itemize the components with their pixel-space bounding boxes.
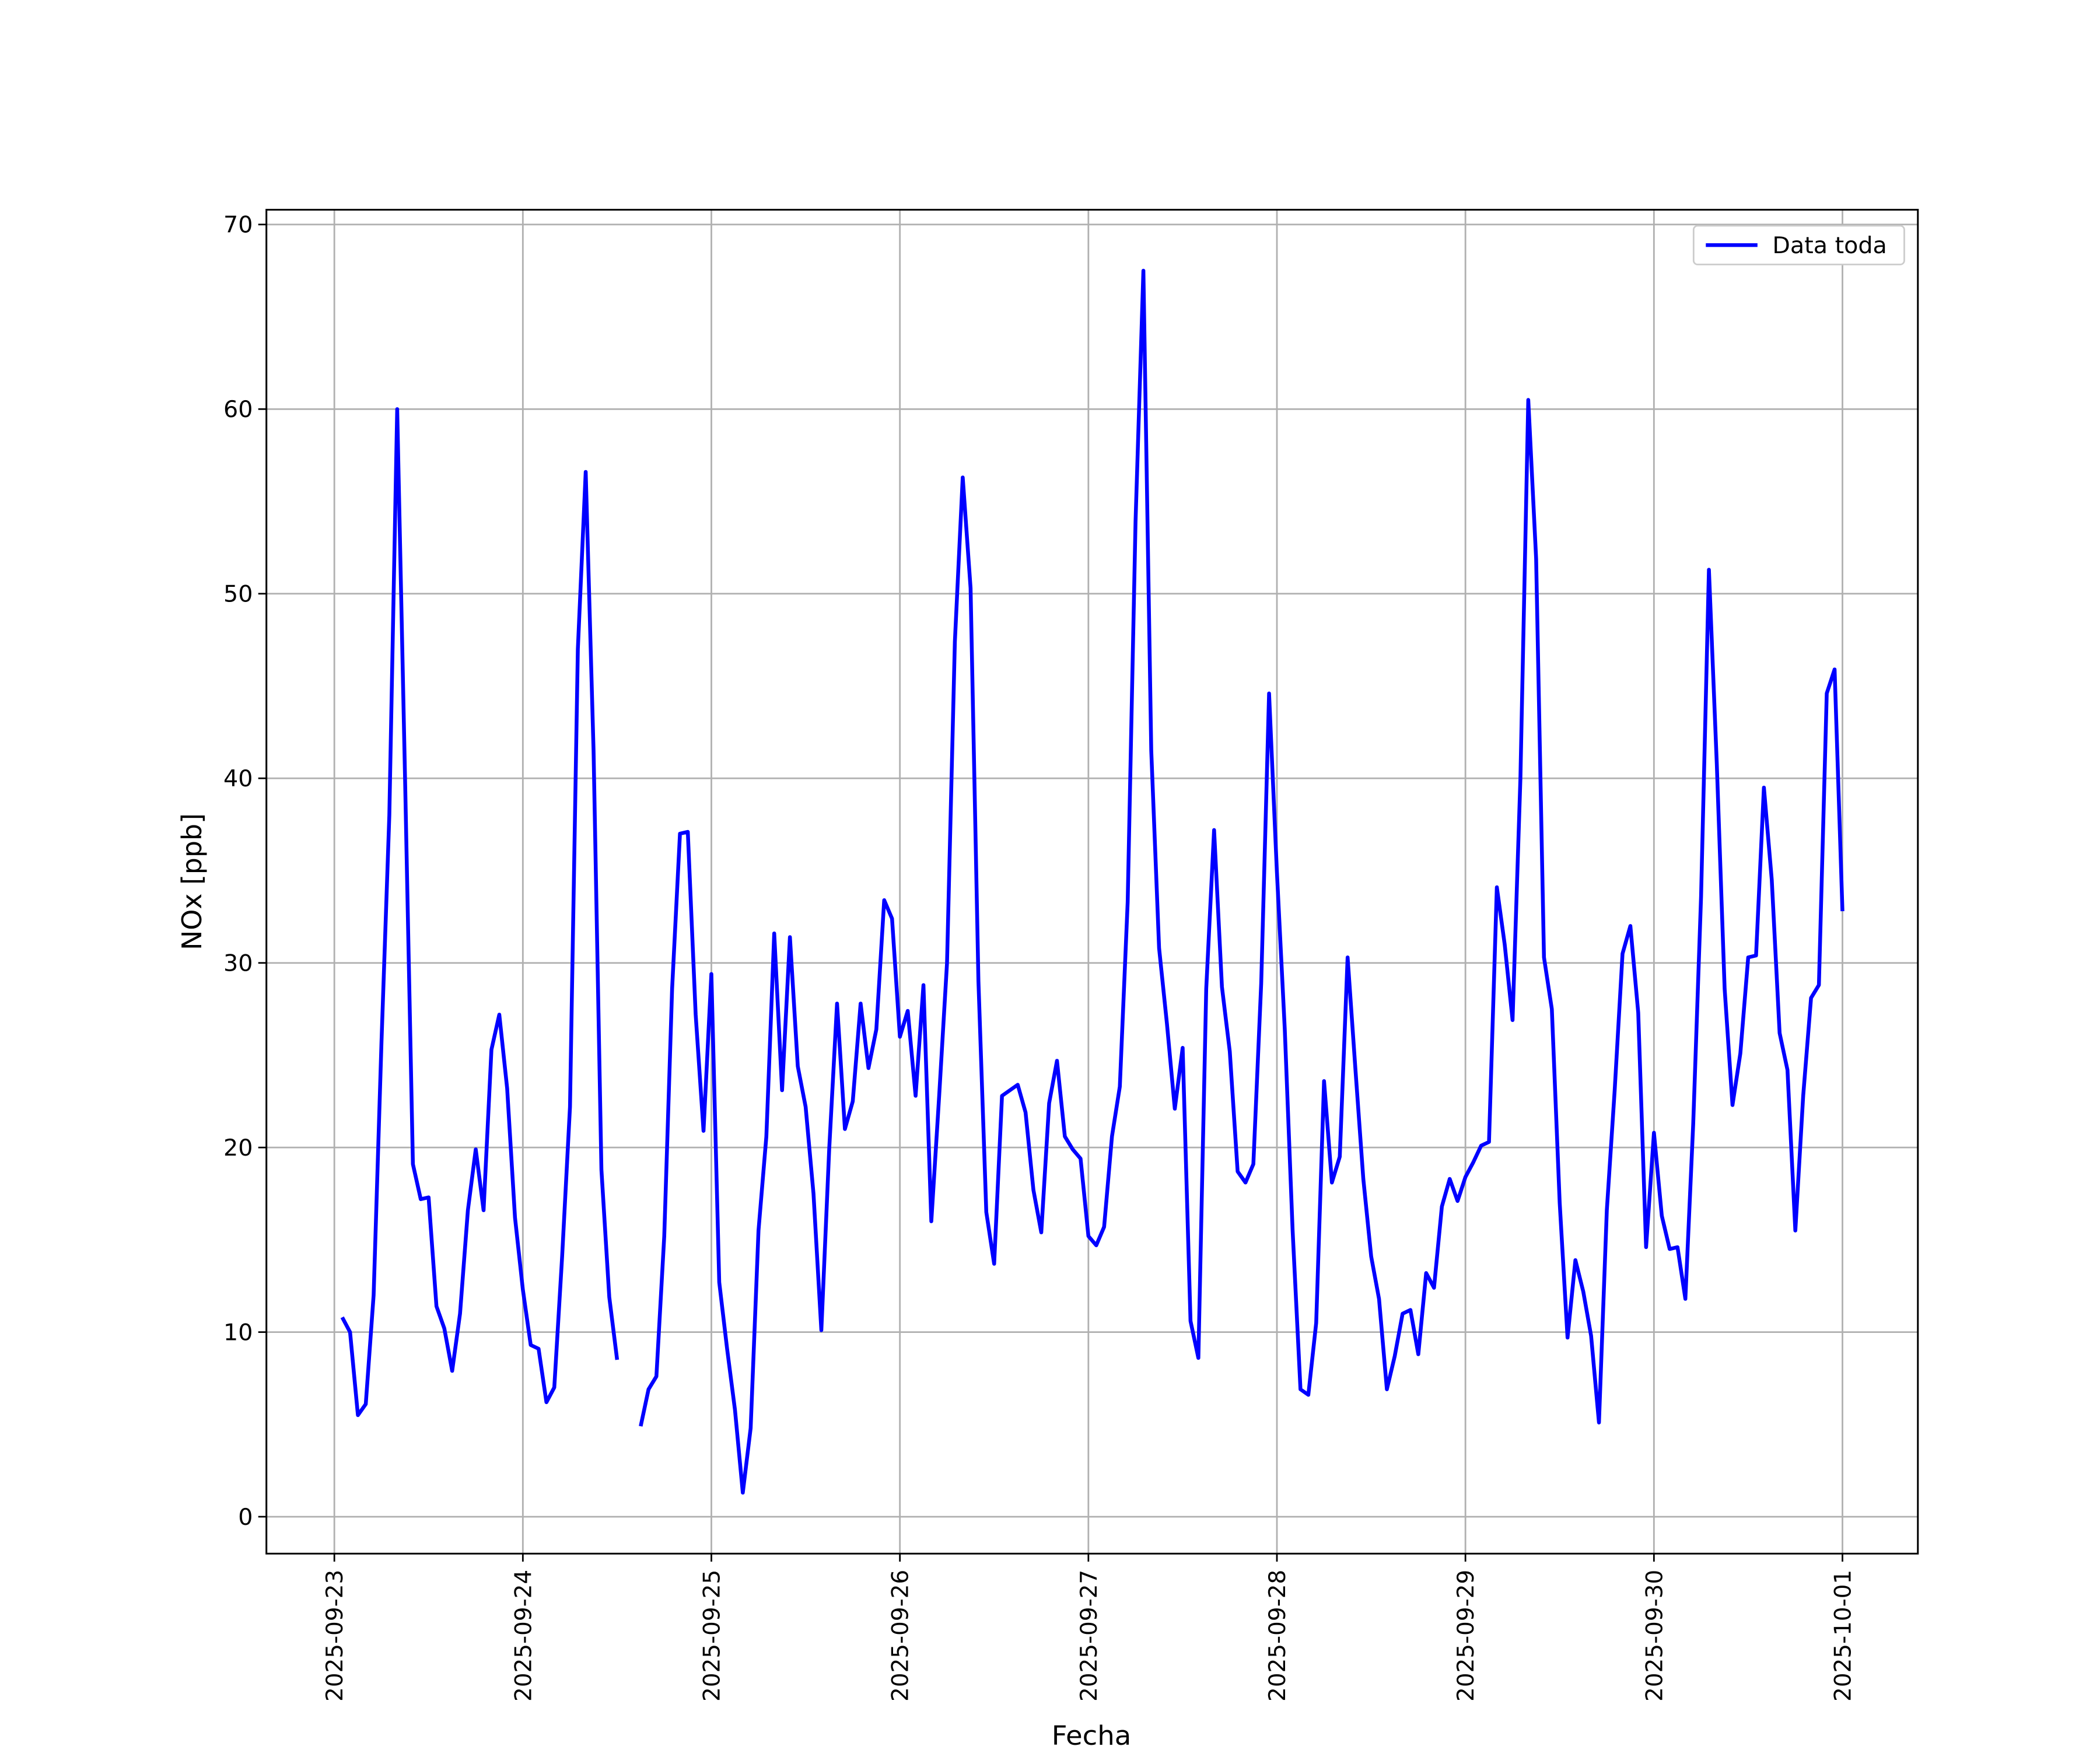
y-tick-label: 20 <box>223 1135 253 1161</box>
y-tick-label: 30 <box>223 951 253 977</box>
grid <box>266 209 1918 1554</box>
axes-frame <box>265 209 1919 1555</box>
plot-area <box>340 268 1845 1495</box>
y-tick-label: 60 <box>223 397 253 423</box>
data-line <box>639 268 1845 1495</box>
y-tick-label: 0 <box>238 1504 253 1531</box>
x-tick-label: 2025-09-23 <box>322 1570 348 1702</box>
x-tick-label: 2025-09-26 <box>887 1570 914 1702</box>
y-tick-label: 50 <box>223 582 253 608</box>
x-tick-label: 2025-09-24 <box>510 1570 537 1702</box>
legend-label: Data toda <box>1772 233 1887 259</box>
y-axis-label: NOx [ppb] <box>176 813 207 950</box>
x-axis-label: Fecha <box>1052 1720 1132 1750</box>
x-tick-label: 2025-09-25 <box>699 1570 725 1702</box>
y-tick-label: 10 <box>223 1320 253 1346</box>
x-tick-label: 2025-09-27 <box>1076 1570 1102 1702</box>
y-tick-label: 70 <box>223 212 253 239</box>
x-tick-label: 2025-10-01 <box>1830 1570 1856 1702</box>
x-tick-label: 2025-09-30 <box>1642 1570 1668 1702</box>
x-tick-label: 2025-09-28 <box>1265 1570 1291 1702</box>
legend-box <box>1692 225 1905 265</box>
ticks: 0 10 20 30 40 50 60 70 2025-09-23 2025-09-24 2025-… <box>223 212 1857 1702</box>
x-tick-label: 2025-09-29 <box>1453 1570 1479 1702</box>
data-line <box>340 407 620 1418</box>
y-tick-label: 40 <box>223 766 253 792</box>
legend: Data toda <box>1692 225 1905 265</box>
